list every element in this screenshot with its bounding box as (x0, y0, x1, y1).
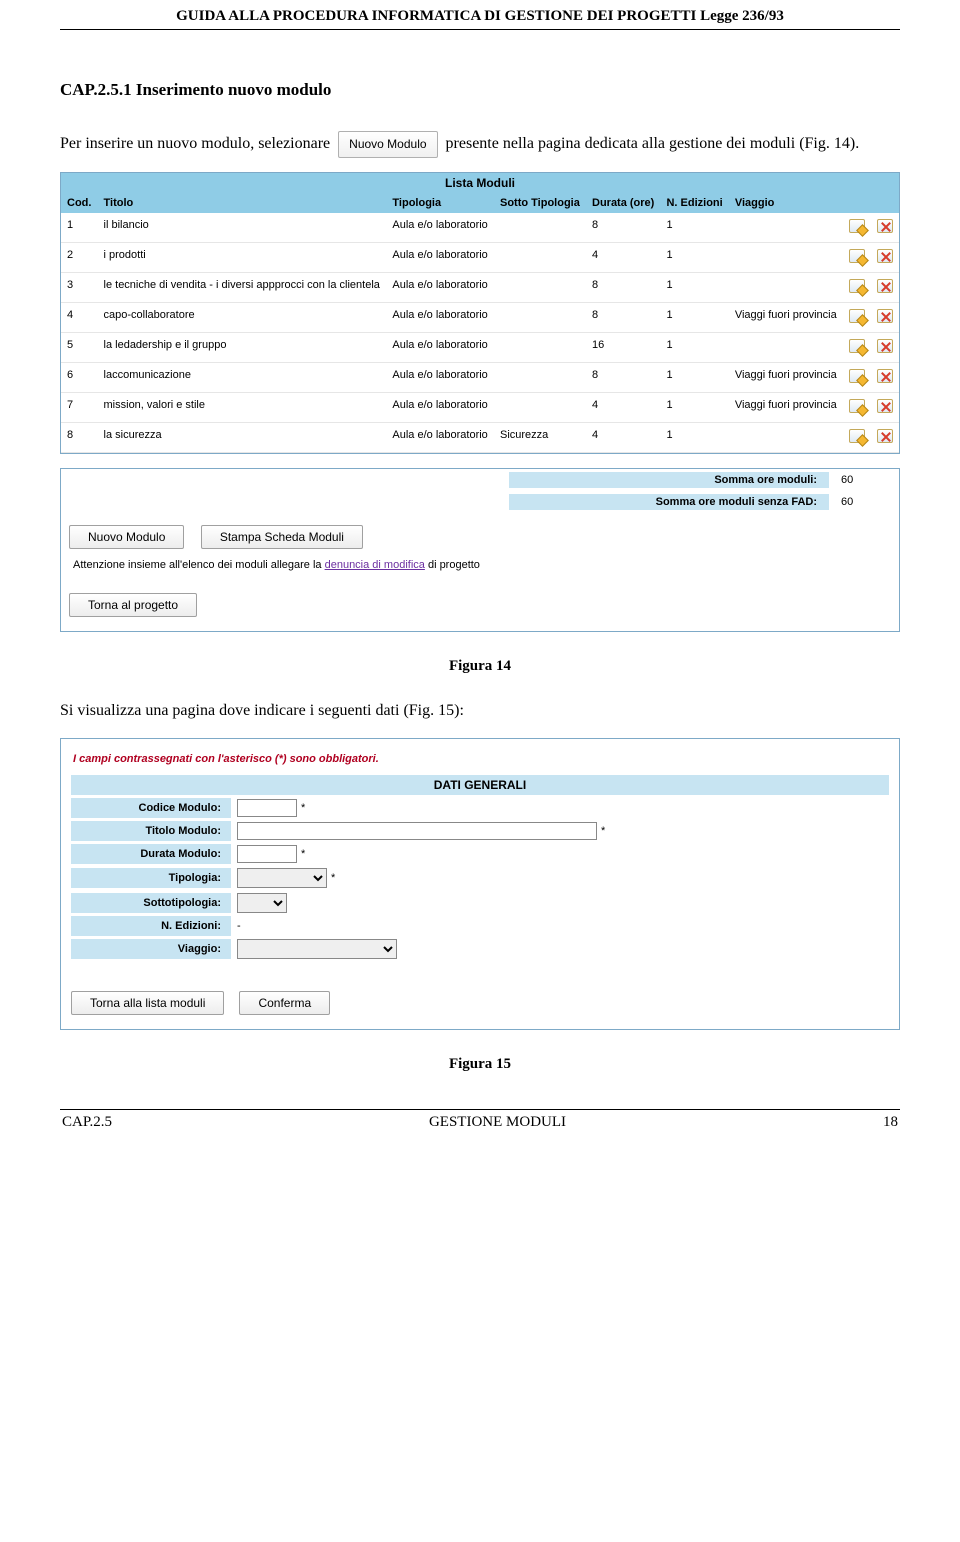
col-0: Cod. (61, 193, 98, 213)
moduli-table: Cod.TitoloTipologiaSotto TipologiaDurata… (61, 193, 899, 453)
delete-icon[interactable] (877, 309, 893, 323)
somma-fad-value: 60 (829, 494, 899, 510)
titolo-modulo-input[interactable] (237, 822, 597, 840)
table-row: 2i prodottiAula e/o laboratorio41 (61, 242, 899, 272)
col-4: Durata (ore) (586, 193, 660, 213)
conferma-button[interactable]: Conferma (239, 991, 330, 1015)
table-row: 4capo-collaboratoreAula e/o laboratorio8… (61, 302, 899, 332)
nuovo-modulo-inline-button[interactable]: Nuovo Modulo (338, 131, 437, 157)
col-6: Viaggio (729, 193, 843, 213)
lista-moduli-panel: Lista Moduli Cod.TitoloTipologiaSotto Ti… (60, 172, 900, 454)
page-header: GUIDA ALLA PROCEDURA INFORMATICA DI GEST… (60, 0, 900, 30)
tipologia-select[interactable] (237, 868, 327, 888)
col-5: N. Edizioni (660, 193, 728, 213)
edit-icon[interactable] (849, 249, 865, 263)
delete-icon[interactable] (877, 399, 893, 413)
asterisk: * (331, 872, 335, 884)
mid-paragraph: Si visualizza una pagina dove indicare i… (60, 697, 900, 724)
somma-panel: Somma ore moduli: 60 Somma ore moduli se… (60, 468, 900, 632)
edit-icon[interactable] (849, 429, 865, 443)
edizioni-value: - (237, 920, 241, 932)
footer-right: 18 (883, 1114, 898, 1131)
table-row: 6laccomunicazioneAula e/o laboratorio81V… (61, 362, 899, 392)
edit-icon[interactable] (849, 279, 865, 293)
sottotipologia-label: Sottotipologia: (71, 893, 231, 913)
edizioni-label: N. Edizioni: (71, 916, 231, 936)
table-row: 8la sicurezzaAula e/o laboratorioSicurez… (61, 422, 899, 452)
lista-moduli-title: Lista Moduli (61, 173, 899, 193)
sottotipologia-select[interactable] (237, 893, 287, 913)
codice-modulo-input[interactable] (237, 799, 297, 817)
delete-icon[interactable] (877, 369, 893, 383)
table-row: 3le tecniche di vendita - i diversi appp… (61, 272, 899, 302)
asterisk: * (601, 825, 605, 837)
asterisk: * (301, 848, 305, 860)
col-3: Sotto Tipologia (494, 193, 586, 213)
edit-icon[interactable] (849, 369, 865, 383)
delete-icon[interactable] (877, 429, 893, 443)
footer-center: GESTIONE MODULI (429, 1114, 566, 1131)
col-2: Tipologia (386, 193, 494, 213)
titolo-modulo-label: Titolo Modulo: (71, 821, 231, 841)
intro-prefix: Per inserire un nuovo modulo, selezionar… (60, 135, 330, 152)
stampa-scheda-button[interactable]: Stampa Scheda Moduli (201, 525, 363, 549)
page-footer: CAP.2.5 GESTIONE MODULI 18 (60, 1109, 900, 1147)
delete-icon[interactable] (877, 249, 893, 263)
table-row: 7mission, valori e stileAula e/o laborat… (61, 392, 899, 422)
footer-left: CAP.2.5 (62, 1114, 112, 1131)
durata-modulo-input[interactable] (237, 845, 297, 863)
viaggio-label: Viaggio: (71, 939, 231, 959)
dati-generali-title: DATI GENERALI (71, 775, 889, 795)
table-row: 1il bilancioAula e/o laboratorio81 (61, 213, 899, 243)
nuovo-modulo-button[interactable]: Nuovo Modulo (69, 525, 184, 549)
edit-icon[interactable] (849, 339, 865, 353)
section-heading: CAP.2.5.1 Inserimento nuovo modulo (60, 80, 900, 100)
torna-progetto-button[interactable]: Torna al progetto (69, 593, 197, 617)
figura-14-caption: Figura 14 (60, 658, 900, 675)
somma-moduli-value: 60 (829, 472, 899, 488)
intro-suffix: presente nella pagina dedicata alla gest… (446, 135, 860, 152)
tipologia-label: Tipologia: (71, 868, 231, 888)
durata-modulo-label: Durata Modulo: (71, 844, 231, 864)
table-row: 5la ledadership e il gruppoAula e/o labo… (61, 332, 899, 362)
intro-paragraph: Per inserire un nuovo modulo, selezionar… (60, 130, 900, 158)
delete-icon[interactable] (877, 339, 893, 353)
edit-icon[interactable] (849, 309, 865, 323)
codice-modulo-label: Codice Modulo: (71, 798, 231, 818)
asterisk: * (301, 802, 305, 814)
somma-fad-label: Somma ore moduli senza FAD: (509, 494, 829, 510)
delete-icon[interactable] (877, 279, 893, 293)
note-suffix: di progetto (425, 559, 480, 571)
edit-icon[interactable] (849, 399, 865, 413)
denuncia-link[interactable]: denuncia di modifica (325, 559, 425, 571)
dati-generali-panel: I campi contrassegnati con l'asterisco (… (60, 738, 900, 1030)
note-prefix: Attenzione insieme all'elenco dei moduli… (73, 559, 325, 571)
mandatory-note: I campi contrassegnati con l'asterisco (… (71, 747, 889, 775)
viaggio-select[interactable] (237, 939, 397, 959)
figura-15-caption: Figura 15 (60, 1056, 900, 1073)
somma-moduli-label: Somma ore moduli: (509, 472, 829, 488)
col-1: Titolo (98, 193, 387, 213)
delete-icon[interactable] (877, 219, 893, 233)
torna-lista-button[interactable]: Torna alla lista moduli (71, 991, 224, 1015)
edit-icon[interactable] (849, 219, 865, 233)
